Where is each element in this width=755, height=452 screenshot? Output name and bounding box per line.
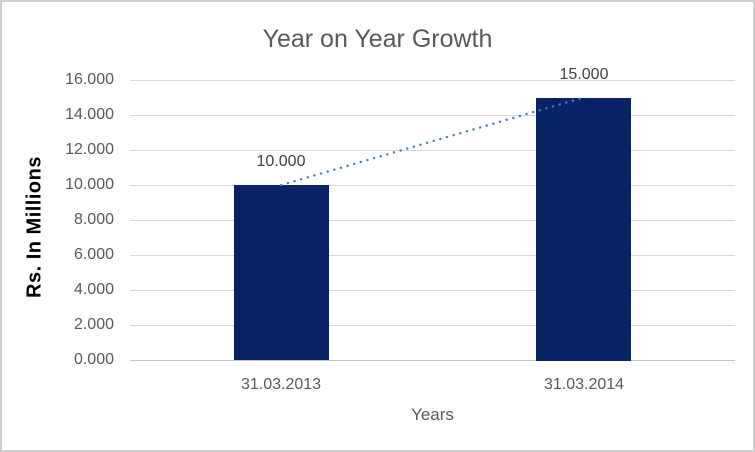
data-label: 15.000 (559, 66, 609, 83)
gridline (130, 325, 735, 326)
gridline (130, 255, 735, 256)
gridline (130, 80, 735, 81)
bar (234, 185, 329, 360)
y-tick-label: 2.000 (73, 316, 114, 333)
gridline (130, 290, 735, 291)
y-tick-label: 14.000 (65, 106, 114, 123)
y-tick-label: 0.000 (73, 351, 114, 368)
y-tick-label: 12.000 (65, 141, 114, 158)
y-tick-label: 6.000 (73, 246, 114, 263)
x-axis-title: Years (411, 405, 454, 424)
y-tick-label: 8.000 (73, 211, 114, 228)
x-tick-label: 31.03.2013 (240, 376, 322, 393)
y-tick-label: 10.000 (65, 176, 114, 193)
x-tick-label: 31.03.2014 (543, 376, 625, 393)
chart-title: Year on Year Growth (262, 25, 493, 53)
y-tick-label: 4.000 (73, 281, 114, 298)
data-label: 10.000 (256, 153, 306, 170)
x-axis-line (130, 360, 735, 361)
gridline (130, 220, 735, 221)
y-tick-label: 16.000 (65, 71, 114, 88)
